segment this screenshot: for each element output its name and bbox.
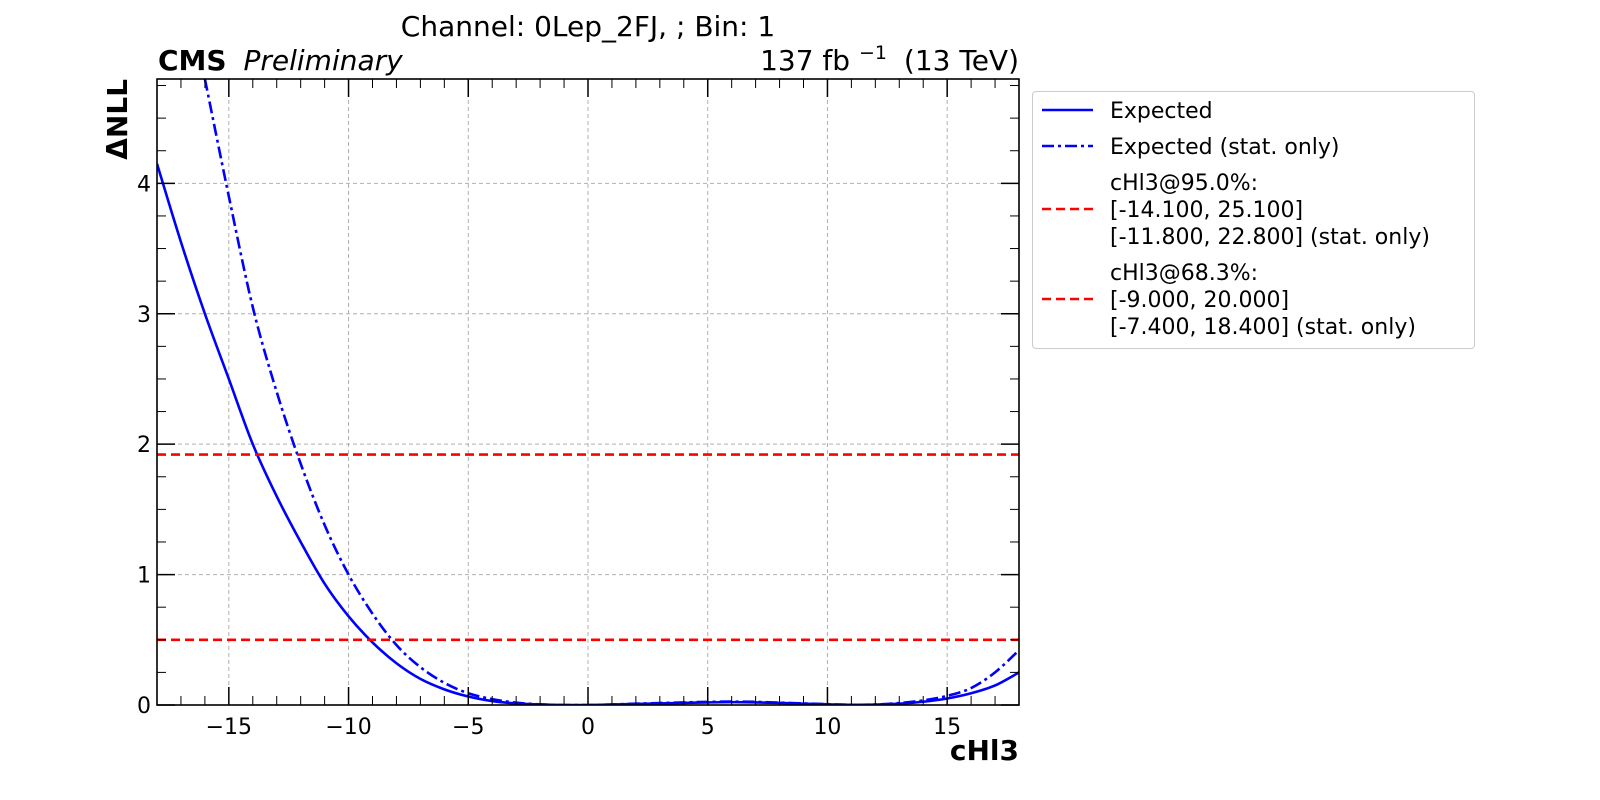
legend-entry: Expected xyxy=(1042,99,1213,124)
y-tick-label: 3 xyxy=(137,303,151,328)
y-tick-label: 4 xyxy=(137,172,151,197)
legend-label: [-7.400, 18.400] (stat. only) xyxy=(1110,315,1416,340)
x-axis-label: cHl3 xyxy=(950,734,1019,767)
y-axis-label: ΔNLL xyxy=(101,79,134,160)
cms-label: CMS Preliminary xyxy=(158,44,403,77)
lumi-energy: (13 TeV) xyxy=(904,44,1019,77)
tick-labels: −15 −10 −5 0 5 10 15 0 1 2 3 4 xyxy=(137,172,961,740)
legend-label: [-9.000, 20.000] xyxy=(1110,288,1289,313)
legend-label: cHl3@95.0%: xyxy=(1110,171,1258,196)
legend-label: cHl3@68.3%: xyxy=(1110,261,1258,286)
x-tick-label: 10 xyxy=(813,715,841,740)
series-expected-line xyxy=(157,163,1019,705)
y-tick-label: 0 xyxy=(137,694,151,719)
lumi-label: 137 fb −1 (13 TeV) xyxy=(760,33,1019,77)
cms-label-bold: CMS xyxy=(158,44,227,77)
series-expected-stat-only-line xyxy=(203,79,1019,705)
x-tick-label: −5 xyxy=(452,715,484,740)
chart-title: Channel: 0Lep_2FJ, ; Bin: 1 xyxy=(401,10,775,43)
y-tick-label: 1 xyxy=(137,564,151,589)
cms-label-preliminary: Preliminary xyxy=(243,44,403,77)
legend-label: [-14.100, 25.100] xyxy=(1110,198,1303,223)
legend-entry: cHl3@68.3%:[-9.000, 20.000][-7.400, 18.4… xyxy=(1042,261,1416,340)
legend-label: [-11.800, 22.800] (stat. only) xyxy=(1110,225,1430,250)
axis-ticks xyxy=(156,79,1020,706)
legend-label: Expected (stat. only) xyxy=(1110,135,1340,160)
y-tick-label: 2 xyxy=(137,433,151,458)
legend-entries: Expected Expected (stat. only) cHl3@95.0%:… xyxy=(1042,99,1430,340)
grid-lines xyxy=(157,79,1019,706)
lumi-value: 137 fb xyxy=(760,44,850,77)
x-tick-label: −10 xyxy=(325,715,371,740)
lumi-exponent: −1 xyxy=(859,42,887,64)
legend-entry: Expected (stat. only) xyxy=(1042,135,1340,160)
legend-label: Expected xyxy=(1110,99,1213,124)
x-tick-label: 15 xyxy=(933,715,961,740)
legend-entry: cHl3@95.0%:[-14.100, 25.100][-11.800, 22… xyxy=(1042,171,1430,250)
x-tick-label: 5 xyxy=(701,715,715,740)
legend: Expected Expected (stat. only) cHl3@95.0%:… xyxy=(1032,91,1475,349)
threshold-lines xyxy=(157,453,1019,642)
x-tick-label: −15 xyxy=(206,715,252,740)
x-tick-label: 0 xyxy=(581,715,595,740)
